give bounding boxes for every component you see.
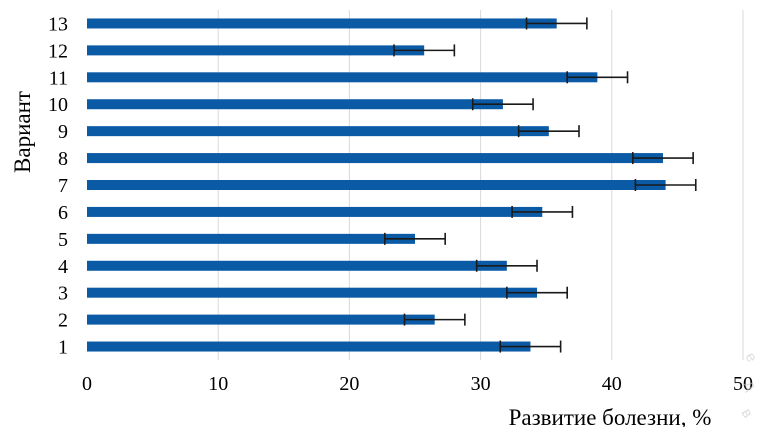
error-bars <box>384 17 697 353</box>
x-tick-label-10: 10 <box>208 373 228 395</box>
bar-10 <box>87 99 503 110</box>
bar-2 <box>87 314 435 325</box>
y-tick-label-12: 12 <box>48 40 68 62</box>
bar-12 <box>87 45 425 56</box>
y-tick-label-9: 9 <box>58 121 68 143</box>
svg-text:в: в <box>738 406 757 421</box>
bar-6 <box>87 206 543 217</box>
y-tick-label-8: 8 <box>58 148 68 170</box>
x-tick-label-20: 20 <box>339 373 359 395</box>
y-axis-title: Вариант <box>10 91 35 173</box>
bars <box>87 18 666 352</box>
y-tick-label-7: 7 <box>58 175 68 197</box>
y-tick-label-2: 2 <box>58 310 68 332</box>
x-tick-label-50: 50 <box>733 373 753 395</box>
y-tick-label-4: 4 <box>58 256 68 278</box>
bar-9 <box>87 126 549 137</box>
bar-13 <box>87 18 557 29</box>
bar-7 <box>87 180 666 190</box>
y-tick-label-6: 6 <box>58 202 68 224</box>
bar-4 <box>87 260 507 271</box>
bar-3 <box>87 287 538 298</box>
watermark: е д в <box>738 350 757 421</box>
x-tick-label-40: 40 <box>602 373 622 395</box>
x-tick-labels: 0 10 20 30 40 50 <box>82 373 753 395</box>
bar-1 <box>87 341 531 352</box>
bar-5 <box>87 233 415 244</box>
bar-8 <box>87 153 663 164</box>
y-tick-label-3: 3 <box>58 283 68 305</box>
svg-text:е: е <box>742 350 757 366</box>
y-tick-label-13: 13 <box>48 13 68 35</box>
x-tick-label-30: 30 <box>471 373 491 395</box>
bar-11 <box>87 72 598 83</box>
y-tick-label-10: 10 <box>48 94 68 116</box>
x-tick-label-0: 0 <box>82 373 92 395</box>
y-tick-label-11: 11 <box>49 67 68 89</box>
y-tick-label-5: 5 <box>58 229 68 251</box>
y-tick-label-1: 1 <box>58 337 68 359</box>
x-axis-title: Развитие болезни, % <box>509 405 712 427</box>
